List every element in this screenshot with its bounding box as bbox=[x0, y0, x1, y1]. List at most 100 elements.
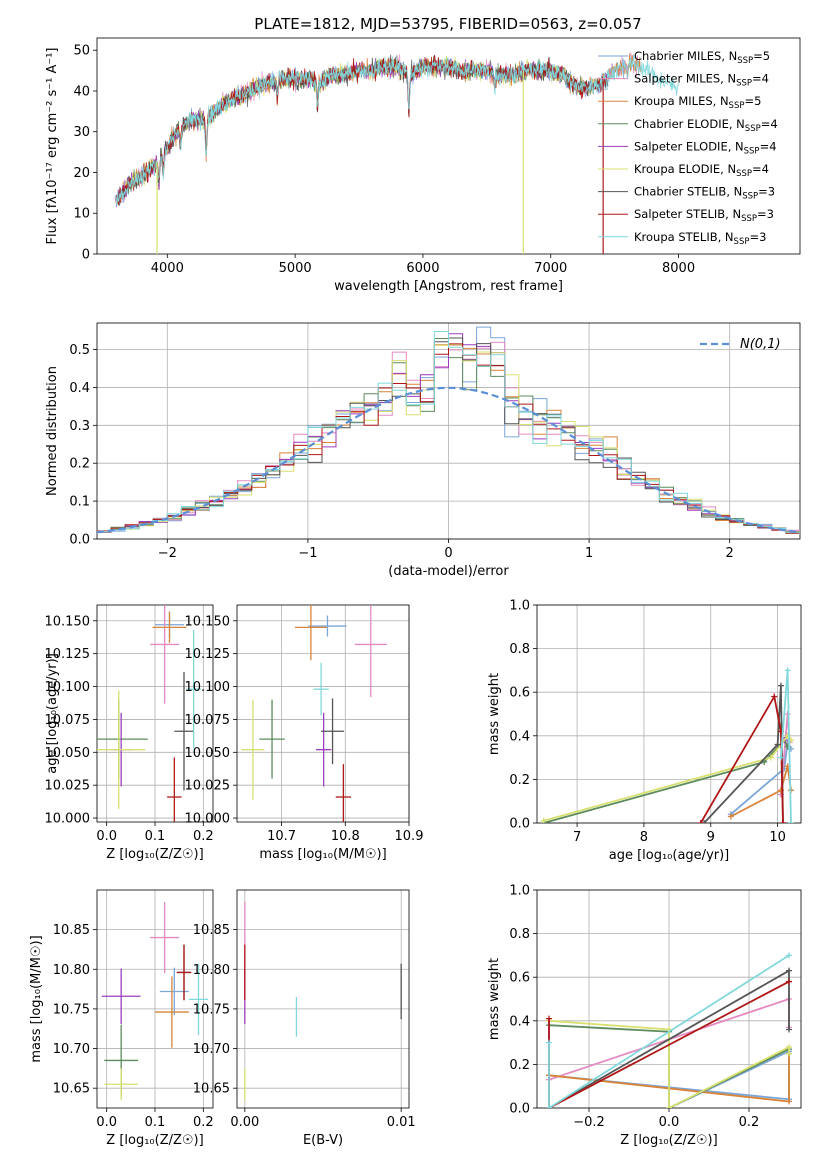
y-tick-label: 10.000 bbox=[45, 812, 91, 827]
residuals-panel: −2 −1 0 1 2 0.0 0.1 0.2 0.3 0.4 0.5 (data-model)/er… bbox=[45, 322, 801, 579]
x-tick-label: 10.9 bbox=[395, 829, 424, 844]
x-tick-label: 0 bbox=[444, 546, 452, 561]
weight-marker bbox=[701, 820, 708, 823]
figure-title: PLATE=1812, MJD=53795, FIBERID=0563, z=0… bbox=[254, 15, 641, 33]
y-tick-label: 1.0 bbox=[509, 884, 530, 899]
x-tick-label: 0.0 bbox=[96, 829, 117, 844]
x-tick-label: 0.0 bbox=[96, 1115, 117, 1130]
errorbar-chabrier_stelib bbox=[174, 672, 194, 791]
x-tick-label: 10 bbox=[769, 830, 786, 845]
errorbar-salpeter_miles bbox=[150, 901, 180, 974]
y-tick-label: 40 bbox=[73, 84, 90, 99]
weight-marker bbox=[777, 754, 784, 761]
axes-frame bbox=[236, 604, 410, 823]
y-tick-label: 10.100 bbox=[45, 680, 91, 695]
x-tick-label: −2 bbox=[158, 546, 177, 561]
x-tick-label: 9 bbox=[707, 830, 715, 845]
y-tick-label: 1.0 bbox=[509, 599, 530, 614]
x-axis-label: E(B-V) bbox=[303, 1133, 343, 1148]
x-tick-label: 1 bbox=[585, 546, 593, 561]
plot-area bbox=[114, 52, 679, 254]
legend-entry: Salpeter MILES, NSSP=4 bbox=[634, 72, 769, 89]
errorbar-kroupa_elodie bbox=[97, 690, 146, 809]
y-tick-label: 10 bbox=[73, 207, 90, 222]
x-tick-label: 4000 bbox=[151, 261, 184, 276]
y-tick-label: 0.2 bbox=[69, 457, 90, 472]
axes-frame bbox=[536, 604, 802, 824]
weight-marker bbox=[697, 820, 704, 823]
plot-area bbox=[540, 667, 794, 823]
axes-frame bbox=[236, 889, 410, 1109]
x-tick-label: 0.2 bbox=[739, 1115, 760, 1130]
y-tick-label: 10.025 bbox=[185, 779, 231, 794]
weight-marker bbox=[774, 741, 781, 748]
y-tick-label: 0.0 bbox=[69, 533, 90, 548]
x-tick-label: 0.2 bbox=[193, 829, 214, 844]
weight-line-kroupa_elodie bbox=[543, 734, 792, 822]
y-tick-label: 30 bbox=[73, 125, 90, 140]
legend-entry: N(0,1) bbox=[740, 337, 781, 352]
x-axis-label: Z [log₁₀(Z/Z☉)] bbox=[620, 1133, 717, 1148]
weight-marker bbox=[771, 693, 778, 700]
axes-frame bbox=[96, 322, 801, 540]
x-tick-label: 0.00 bbox=[230, 1115, 259, 1130]
mass-vs-metallicity-panel: 0.0 0.1 0.2 10.65 10.70 10.75 10.80 10.85 Z [log… bbox=[29, 889, 214, 1148]
weight-line-chabrier_elodie bbox=[543, 738, 789, 823]
y-tick-label: 10.75 bbox=[53, 1002, 90, 1017]
x-tick-label: 0.2 bbox=[193, 1115, 214, 1130]
weight-marker bbox=[786, 1098, 792, 1105]
y-tick-label: 0.2 bbox=[509, 773, 530, 788]
y-tick-label: 0.6 bbox=[509, 971, 530, 986]
x-tick-label: 7 bbox=[573, 830, 581, 845]
y-tick-label: 0.8 bbox=[509, 927, 530, 942]
x-axis-label: age [log₁₀(age/yr)] bbox=[609, 848, 730, 863]
legend-entry: Kroupa ELODIE, NSSP=4 bbox=[634, 162, 769, 179]
y-tick-label: 10.150 bbox=[185, 614, 231, 629]
y-tick-label: 10.025 bbox=[45, 779, 91, 794]
x-axis-label: (data-model)/error bbox=[388, 564, 509, 579]
weight-marker bbox=[546, 1015, 552, 1022]
errorbar-kroupa_miles bbox=[155, 976, 189, 1048]
weight-marker bbox=[767, 754, 774, 761]
errorbar-salpeter_stelib bbox=[335, 764, 352, 822]
weight-marker bbox=[784, 667, 791, 674]
x-tick-label: 10.8 bbox=[331, 829, 360, 844]
errorbar-salpeter_stelib bbox=[176, 944, 192, 1001]
y-tick-label: 10.050 bbox=[45, 746, 91, 761]
age-vs-mass-panel: 10.7 10.8 10.9 10.000 10.025 10.050 10.075 10.1… bbox=[185, 604, 424, 862]
weight-vs-metallicity-panel: −0.2 0.0 0.2 0.0 0.2 0.4 0.6 0.8 1.0 Z [log₁₀(Z/Z… bbox=[487, 884, 802, 1148]
y-tick-label: 10.050 bbox=[185, 746, 231, 761]
x-tick-label: 6000 bbox=[406, 261, 439, 276]
spectrum-panel: 4000 5000 6000 7000 8000 0 10 20 30 40 50 wavelengt… bbox=[45, 37, 801, 294]
x-axis-label: Z [log₁₀(Z/Z☉)] bbox=[106, 1133, 203, 1148]
y-tick-label: 0.1 bbox=[69, 495, 90, 510]
plot-area bbox=[241, 605, 387, 822]
errorbar-kroupa_stelib bbox=[313, 662, 329, 716]
y-axis-label: Flux [fλ10⁻¹⁷ erg cm⁻² s⁻¹ A⁻¹] bbox=[45, 48, 60, 245]
axes-frame bbox=[96, 37, 801, 255]
y-tick-label: 10.125 bbox=[185, 647, 231, 662]
weight-marker bbox=[786, 967, 792, 974]
y-tick-label: 0 bbox=[82, 248, 90, 263]
weight-line-kroupa_stelib bbox=[548, 954, 790, 1108]
normal-curve bbox=[97, 386, 800, 534]
legend-entry: Salpeter STELIB, NSSP=3 bbox=[634, 207, 774, 224]
plot-area bbox=[97, 326, 800, 535]
legend-entry: Chabrier STELIB, NSSP=3 bbox=[634, 185, 775, 202]
y-tick-label: 10.70 bbox=[193, 1042, 230, 1057]
errorbar-kroupa_elodie bbox=[104, 1068, 139, 1101]
y-tick-label: 10.000 bbox=[185, 812, 231, 827]
y-axis-label: age [log₁₀(age/yr)] bbox=[45, 653, 60, 774]
y-tick-label: 10.70 bbox=[53, 1042, 90, 1057]
errorbar-kroupa_miles bbox=[294, 605, 327, 661]
plot-area bbox=[97, 605, 201, 822]
x-tick-label: 8000 bbox=[662, 261, 695, 276]
x-tick-label: 0.1 bbox=[145, 829, 166, 844]
errorbar-chabrier_miles bbox=[308, 615, 347, 637]
x-axis-label: Z [log₁₀(Z/Z☉)] bbox=[106, 847, 203, 862]
legend-entry: Chabrier ELODIE, NSSP=4 bbox=[634, 117, 778, 134]
x-axis-label: wavelength [Angstrom, rest frame] bbox=[334, 279, 563, 294]
weight-marker bbox=[786, 952, 792, 959]
y-tick-label: 0.5 bbox=[69, 343, 90, 358]
